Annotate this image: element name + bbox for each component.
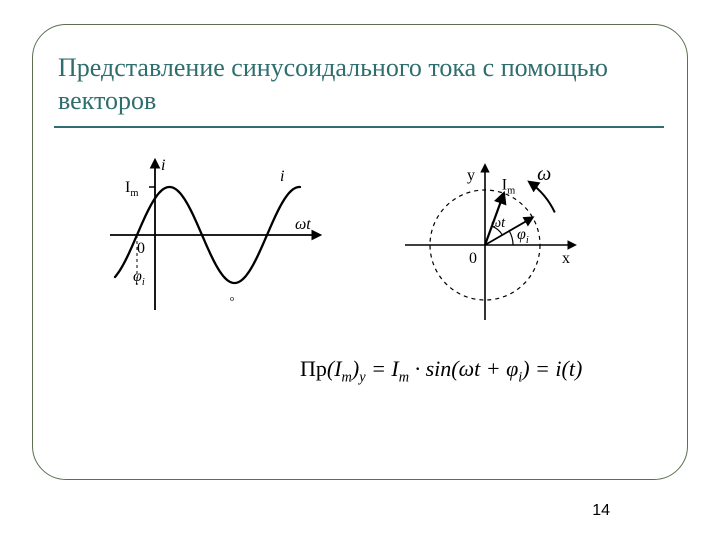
- svg-text:ωt: ωt: [295, 216, 311, 233]
- svg-text:i: i: [280, 168, 284, 185]
- svg-text:ω: ω: [537, 163, 551, 185]
- title-underline: [54, 126, 664, 128]
- slide-title: Представление синусоидального тока с пом…: [58, 52, 618, 117]
- diagrams-svg: iiImωt0φiyx0Imωtφiω: [90, 150, 630, 350]
- projection-formula: Пр(Im)y = Im · sin(ωt + φi) = i(t): [300, 356, 582, 386]
- formula-rhs1: I: [391, 356, 398, 381]
- svg-text:0: 0: [137, 240, 145, 257]
- page-number: 14: [592, 502, 610, 520]
- formula-lhs-1: (I: [327, 356, 342, 381]
- svg-text:y: y: [467, 167, 475, 184]
- stray-mark: o: [230, 294, 234, 303]
- svg-text:0: 0: [469, 250, 477, 267]
- svg-text:φi: φi: [517, 226, 529, 246]
- svg-text:i: i: [161, 157, 165, 174]
- svg-text:ωt: ωt: [491, 215, 506, 231]
- slide: Представление синусоидального тока с пом…: [0, 0, 720, 540]
- svg-text:Im: Im: [502, 176, 515, 196]
- formula-rhs3: ) =: [522, 356, 555, 381]
- formula-lhs-sub1: m: [342, 369, 352, 385]
- diagrams-area: iiImωt0φiyx0Imωtφiω: [90, 150, 630, 340]
- formula-rhs2: · sin(ωt + φ: [409, 356, 518, 381]
- svg-text:φi: φi: [133, 268, 145, 288]
- formula-lhs-pref: Пр: [300, 356, 327, 381]
- formula-eq1: =: [366, 356, 392, 381]
- svg-text:x: x: [562, 250, 570, 267]
- svg-text:Im: Im: [125, 179, 138, 199]
- formula-rhs1-sub: m: [399, 369, 409, 385]
- formula-rhs4: i(t): [555, 356, 582, 381]
